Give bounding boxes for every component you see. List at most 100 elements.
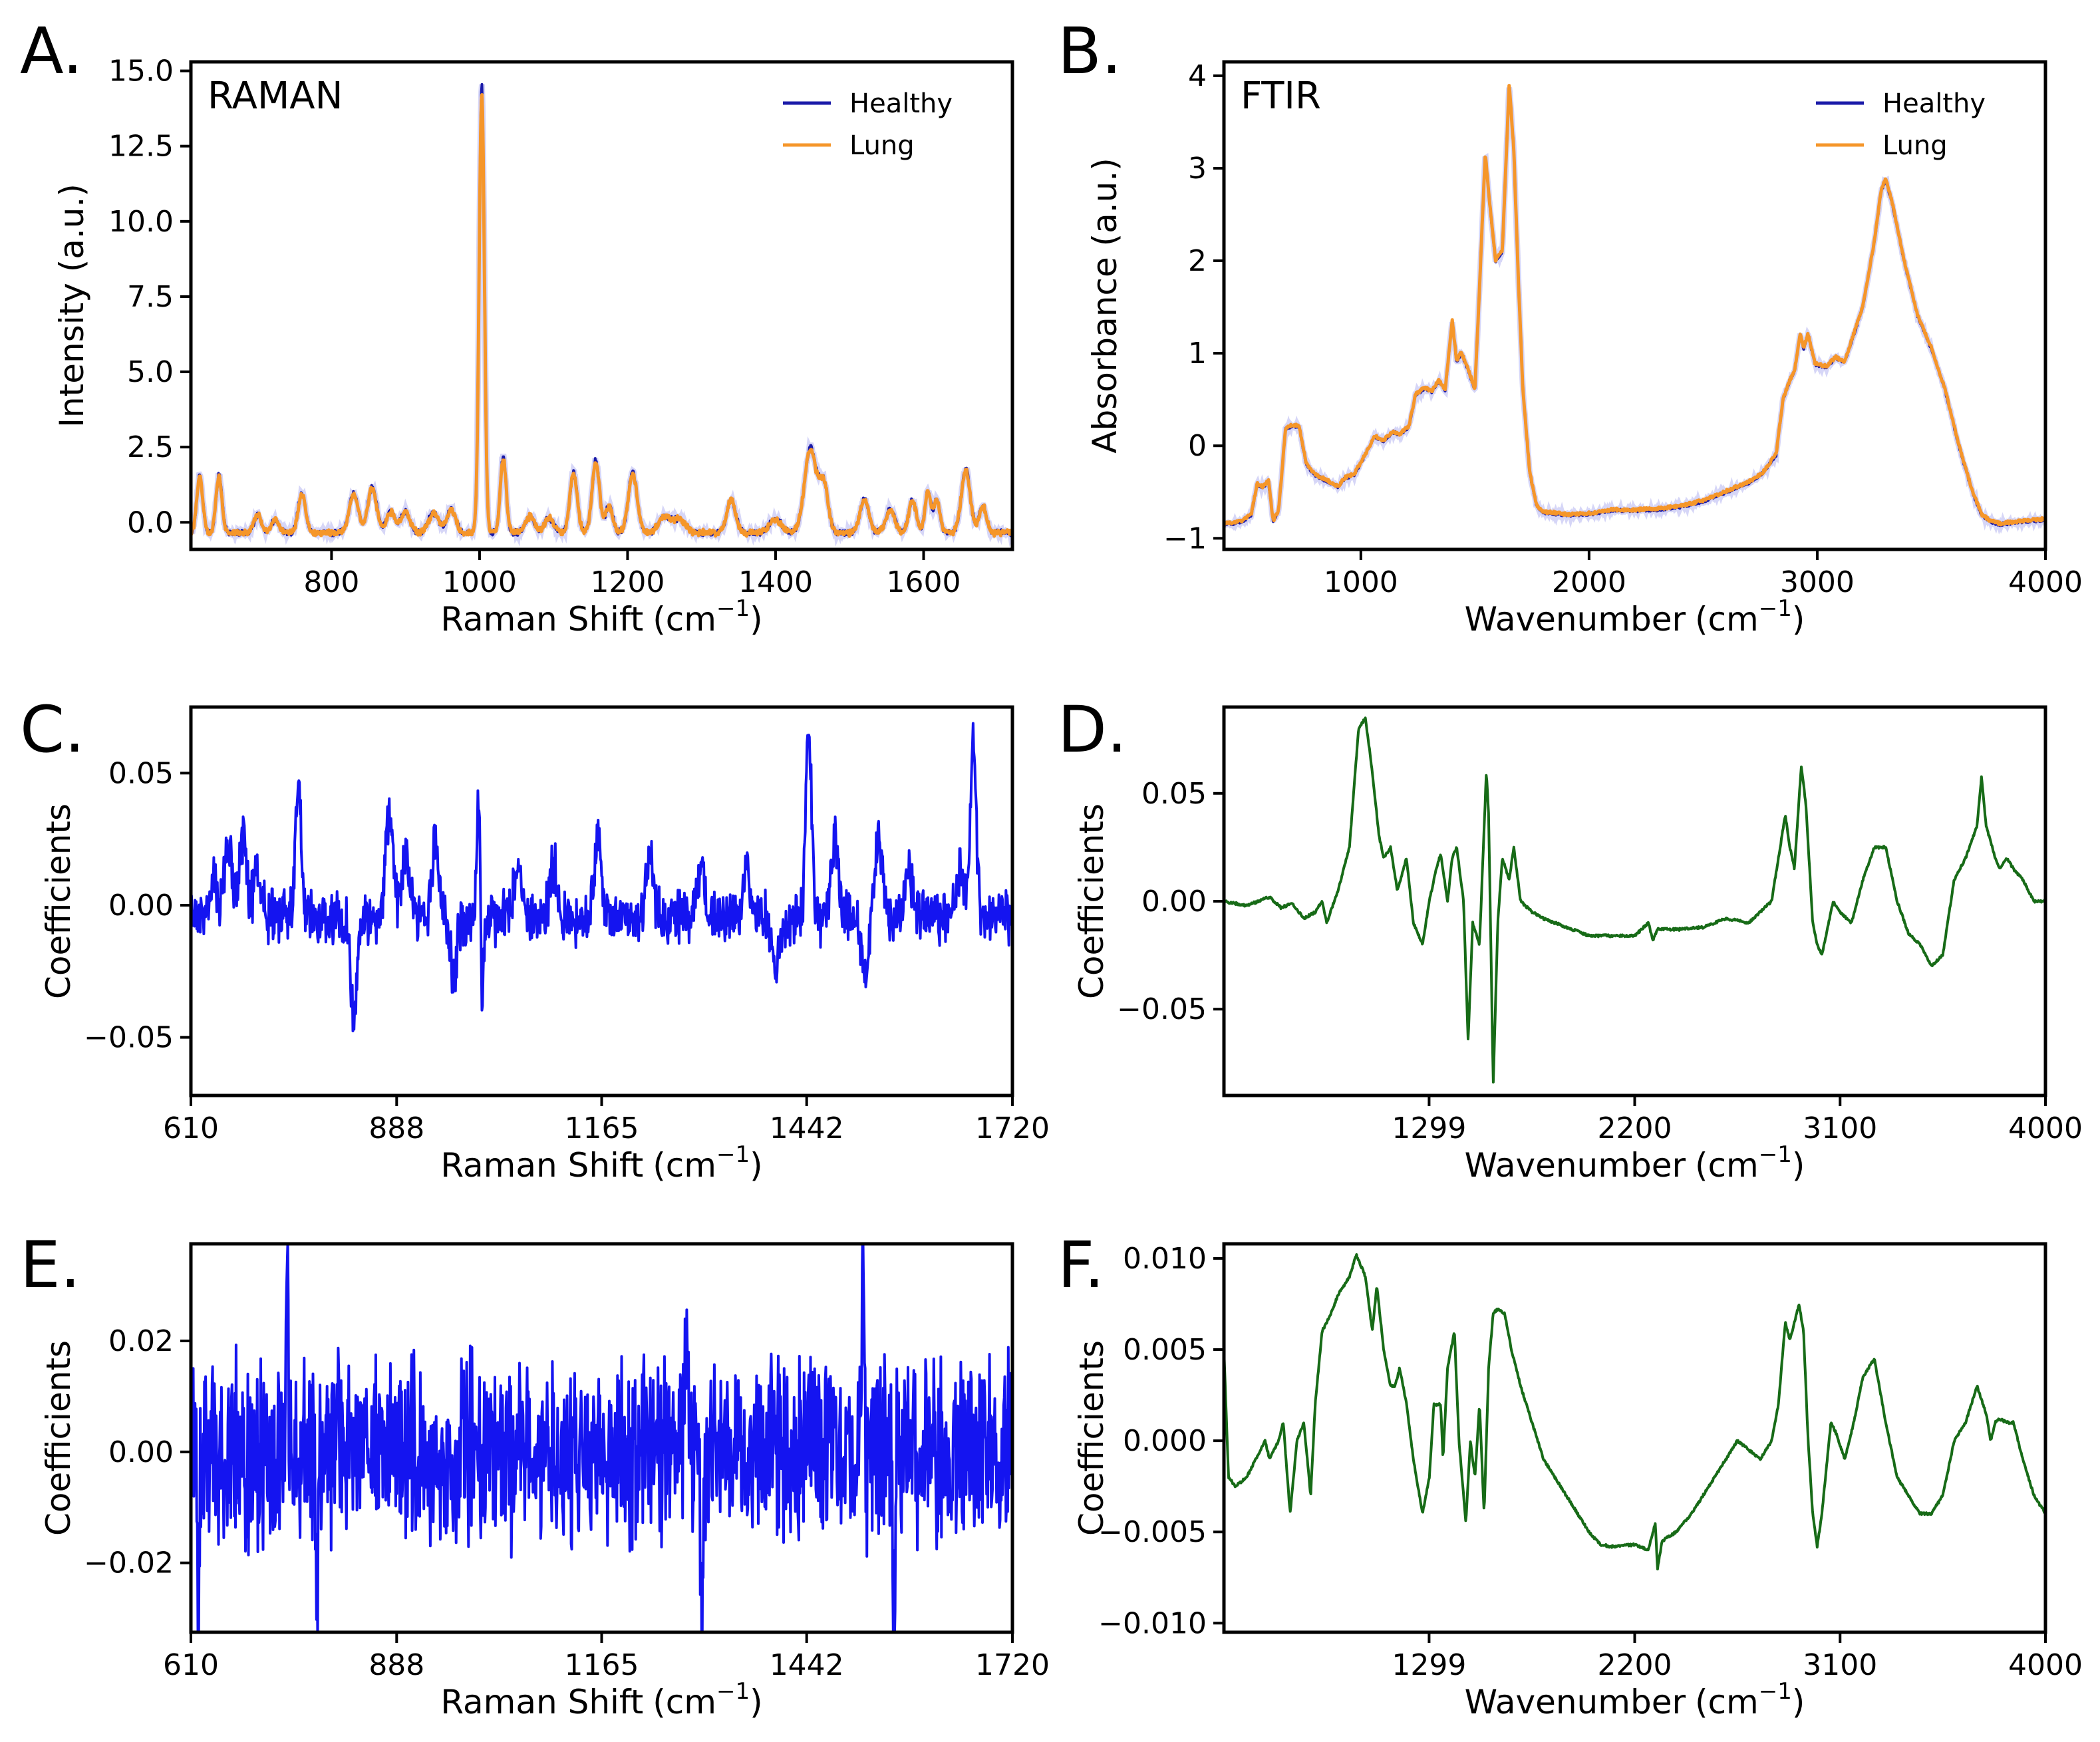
x-axis-unit-close: ) [750, 600, 763, 639]
x-axis-label: Raman Shift (cm−1) [440, 1678, 762, 1721]
x-tick-label: 1000 [1324, 565, 1398, 599]
series-line-coefficients [191, 722, 1012, 1032]
y-tick-label: 0.000 [1123, 1424, 1207, 1458]
plot-frame [1222, 60, 2047, 551]
series-line-coefficients [1224, 716, 2045, 1084]
series-line-coefficients [1224, 1253, 2045, 1570]
x-axis-unit-close: ) [750, 1146, 763, 1185]
x-tick-label: 3100 [1803, 1111, 1877, 1145]
x-tick-label: 2200 [1598, 1111, 1672, 1145]
y-tick-label: 0.0 [127, 506, 174, 539]
y-tick-label: 10.0 [108, 205, 174, 239]
y-tick-label: −1 [1163, 521, 1207, 555]
x-axis-unit: (cm [653, 600, 716, 639]
panel-label: A. [20, 14, 83, 88]
plot-frame [189, 60, 1014, 551]
x-tick-label: 4000 [2008, 565, 2083, 599]
x-axis-unit-exponent: −1 [1759, 1678, 1792, 1705]
x-axis-unit: (cm [1695, 600, 1759, 639]
x-axis-unit-close: ) [750, 1683, 763, 1721]
x-tick-label: 2200 [1598, 1648, 1672, 1682]
y-tick-label: −0.02 [84, 1546, 174, 1580]
chart-title: RAMAN [208, 74, 343, 118]
series-line-lung [191, 93, 1012, 538]
x-tick-label: 888 [369, 1111, 424, 1145]
x-axis-unit-exponent: −1 [716, 1141, 750, 1168]
y-tick-label: −0.05 [84, 1021, 174, 1055]
x-tick-label: 1600 [886, 565, 961, 599]
legend-label-lung: Lung [1882, 130, 1948, 161]
y-tick-label: 0.02 [108, 1324, 174, 1358]
y-tick-label: 0.00 [1141, 885, 1207, 919]
y-tick-label: 15.0 [108, 55, 174, 88]
x-tick-label: 1165 [565, 1648, 639, 1682]
panel-c: C. 610 888 1165 1442 1720 −0.05 0.00 0.05 Raman S… [20, 692, 1050, 1185]
x-axis-label: Raman Shift (cm−1) [440, 1141, 762, 1185]
y-tick-label: 0.00 [108, 1435, 174, 1469]
x-axis-unit: (cm [653, 1146, 716, 1185]
x-axis-unit-exponent: −1 [1759, 595, 1792, 622]
x-tick-label: 4000 [2008, 1111, 2083, 1145]
x-tick-label: 1720 [975, 1111, 1050, 1145]
y-tick-label: 4 [1188, 59, 1207, 93]
y-axis-label: Coefficients [1072, 1340, 1111, 1536]
x-axis-unit: (cm [653, 1683, 716, 1721]
series-line-coefficients [191, 1244, 1012, 1632]
y-axis-label: Coefficients [39, 1340, 78, 1536]
x-axis-label-text: Raman Shift [440, 600, 643, 639]
y-axis-label: Coefficients [39, 803, 78, 999]
panel-label: F. [1058, 1228, 1104, 1302]
series-line-lung [1224, 84, 2045, 527]
x-tick-label: 1720 [975, 1648, 1050, 1682]
panel-f: F. 1299 2200 3100 4000 −0.010 −0.005 0.000 0.005… [1058, 1228, 2083, 1721]
panel-e: E. 610 888 1165 1442 1720 −0.02 0.00 0.02 Raman S… [20, 1228, 1050, 1721]
y-tick-label: 12.5 [108, 130, 174, 164]
y-tick-label: 0.05 [108, 756, 174, 790]
legend-label-lung: Lung [849, 130, 915, 161]
panel-label: D. [1058, 692, 1127, 767]
panel-label: C. [20, 692, 85, 767]
x-tick-label: 1200 [590, 565, 665, 599]
y-tick-label: 5.0 [127, 355, 174, 389]
y-tick-label: −0.005 [1098, 1515, 1207, 1549]
y-axis-label: Absorbance (a.u.) [1086, 158, 1124, 453]
x-tick-label: 888 [369, 1648, 424, 1682]
y-tick-label: 2 [1188, 244, 1207, 278]
y-tick-label: 1 [1188, 337, 1207, 370]
x-axis-label-text: Wavenumber [1465, 600, 1686, 639]
y-tick-label: −0.010 [1098, 1606, 1207, 1640]
x-tick-label: 3100 [1803, 1648, 1877, 1682]
x-tick-label: 1442 [770, 1648, 844, 1682]
panel-label: B. [1058, 14, 1122, 88]
y-tick-label: 0 [1188, 429, 1207, 463]
panel-a: A. 800 1000 1200 1400 1600 0.0 2.5 5.0 7.5 10.0 12.… [20, 14, 1014, 639]
chart-title: FTIR [1241, 74, 1321, 118]
x-axis-label-text: Wavenumber [1465, 1146, 1686, 1185]
y-tick-label: 7.5 [127, 280, 174, 314]
x-tick-label: 1299 [1392, 1648, 1466, 1682]
x-axis-unit-close: ) [1792, 1683, 1805, 1721]
x-axis-unit: (cm [1695, 1683, 1759, 1721]
x-axis-label: Wavenumber (cm−1) [1465, 595, 1805, 639]
plot-frame [1222, 705, 2047, 1097]
y-tick-label: 0.00 [108, 889, 174, 923]
x-axis-unit-exponent: −1 [716, 1678, 750, 1705]
x-axis-label-text: Raman Shift [440, 1146, 643, 1185]
x-tick-label: 1165 [565, 1111, 639, 1145]
x-axis-label: Raman Shift (cm−1) [440, 595, 762, 639]
x-tick-label: 610 [163, 1648, 219, 1682]
y-axis-label: Coefficients [1072, 803, 1111, 999]
y-tick-label: 3 [1188, 152, 1207, 186]
legend-label-healthy: Healthy [849, 88, 953, 119]
x-tick-label: 1299 [1392, 1111, 1466, 1145]
x-tick-label: 610 [163, 1111, 219, 1145]
x-axis-label-text: Wavenumber [1465, 1683, 1686, 1721]
x-tick-label: 4000 [2008, 1648, 2083, 1682]
x-tick-label: 1400 [738, 565, 813, 599]
y-axis-label: Intensity (a.u.) [53, 184, 91, 428]
x-axis-unit-exponent: −1 [1759, 1141, 1792, 1168]
x-axis-unit-close: ) [1792, 1146, 1805, 1185]
x-axis-label: Wavenumber (cm−1) [1465, 1678, 1805, 1721]
